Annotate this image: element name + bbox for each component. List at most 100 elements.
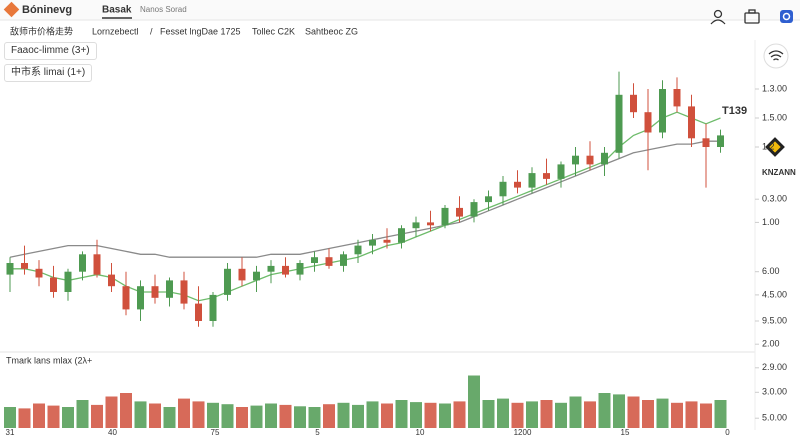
volume-bar — [439, 403, 451, 428]
volume-bar — [395, 400, 408, 428]
y-tick-label: 1.3.00 — [762, 83, 787, 93]
volume-bar — [76, 400, 89, 428]
candle-body — [122, 286, 130, 310]
candle-body — [543, 173, 550, 179]
candle-body — [108, 274, 115, 287]
volume-bar — [598, 393, 611, 428]
brand: Bóninevg — [22, 4, 72, 16]
candle-body — [717, 135, 724, 147]
x-tick-label: 1200 — [514, 428, 532, 437]
candle-body — [180, 280, 188, 304]
candle-body — [688, 106, 695, 139]
volume-bar — [511, 402, 524, 428]
candle-body — [456, 207, 463, 217]
breadcrumb[interactable]: Lornzebectl — [92, 26, 139, 36]
candle-body — [50, 277, 57, 292]
candle-body — [21, 263, 28, 269]
volume-bar — [337, 402, 350, 428]
volume-bar — [221, 404, 234, 428]
volume-label: Tmark lans mlax (2λ+ — [6, 355, 92, 365]
candle-body — [224, 268, 231, 295]
volume-bar — [685, 401, 698, 428]
volume-bar — [671, 402, 683, 428]
x-tick-label: 75 — [211, 428, 220, 437]
briefcase-icon[interactable] — [744, 9, 760, 24]
candle-body — [485, 196, 492, 203]
y-tick-label: 2.00 — [762, 339, 780, 349]
side-label: KNZANN — [762, 168, 796, 177]
volume-bar — [627, 396, 640, 428]
app-icon[interactable] — [780, 10, 793, 23]
volume-bar — [453, 401, 466, 428]
breadcrumb[interactable]: Sahtbeoc ZG — [305, 26, 358, 36]
volume-bar — [163, 407, 176, 428]
candle-body — [195, 303, 202, 321]
candle-body — [253, 271, 260, 281]
candle-body — [340, 254, 347, 266]
candle-body — [615, 94, 623, 153]
volume-bar — [308, 407, 321, 428]
signal-button[interactable] — [763, 43, 789, 69]
candle-body — [209, 294, 217, 321]
volume-bar — [62, 407, 74, 428]
volume-bar — [250, 405, 263, 428]
volume-bar — [584, 401, 596, 428]
volume-bar — [700, 403, 712, 428]
y-tick-label: 0.3.00 — [762, 194, 787, 204]
candle-body — [470, 202, 478, 217]
candle-body — [79, 254, 86, 272]
candle-body — [325, 257, 333, 266]
x-tick-label: 0 — [725, 428, 730, 437]
tab[interactable]: Basak — [102, 5, 132, 16]
indicator[interactable]: 中市系 limai (1+) — [4, 64, 93, 82]
candle-body — [369, 239, 376, 246]
candle-body — [499, 181, 507, 197]
volume-bar — [18, 408, 31, 428]
x-tick-label: 10 — [416, 428, 425, 437]
x-tick-label: 40 — [108, 428, 117, 437]
tab[interactable]: Nanos Sorad — [140, 5, 187, 14]
volume-bar — [540, 400, 553, 428]
candle-body — [282, 265, 289, 275]
candle-body — [528, 173, 536, 188]
candle-body — [354, 245, 362, 255]
y-tick-label: 5.0.00 — [762, 413, 787, 423]
volume-bar — [178, 398, 190, 428]
candle-body — [296, 263, 304, 275]
volume-bar — [497, 398, 509, 428]
y-tick-label: 3.0.00 — [762, 387, 787, 397]
candle-body — [630, 94, 637, 113]
volume-bar — [555, 402, 567, 428]
candle-body — [601, 152, 608, 165]
volume-bar — [714, 400, 727, 428]
candle-body — [151, 286, 159, 298]
top-bar — [0, 0, 800, 20]
y-tick-label: 1.5.00 — [762, 112, 787, 122]
volume-bar — [192, 401, 205, 428]
candle-body — [644, 112, 652, 133]
candle-body — [427, 222, 434, 226]
candle-body — [137, 286, 144, 310]
candle-body — [659, 89, 666, 133]
x-tick-label: 5 — [315, 428, 320, 437]
breadcrumb[interactable]: Tollec C2K — [252, 26, 295, 36]
user-icon[interactable] — [710, 9, 726, 25]
moving-average — [10, 111, 721, 302]
breadcrumb[interactable]: Fesset lngDae 1725 — [160, 26, 241, 36]
volume-bar — [105, 396, 118, 428]
volume-bar — [265, 403, 277, 428]
candle-body — [64, 271, 72, 292]
volume-bar — [323, 404, 335, 428]
y-tick-label: 1.2 — [762, 141, 775, 151]
volume-bar — [352, 404, 364, 428]
candle-body — [586, 155, 594, 165]
candle-body — [441, 207, 449, 226]
indicator[interactable]: Faaoc-limme (3+) — [4, 42, 97, 60]
moving-average — [9, 140, 721, 258]
volume-bar — [366, 401, 379, 428]
volume-bar — [33, 403, 45, 428]
volume-bar — [613, 394, 625, 428]
candle-body — [702, 138, 710, 147]
volume-bar — [91, 404, 103, 428]
